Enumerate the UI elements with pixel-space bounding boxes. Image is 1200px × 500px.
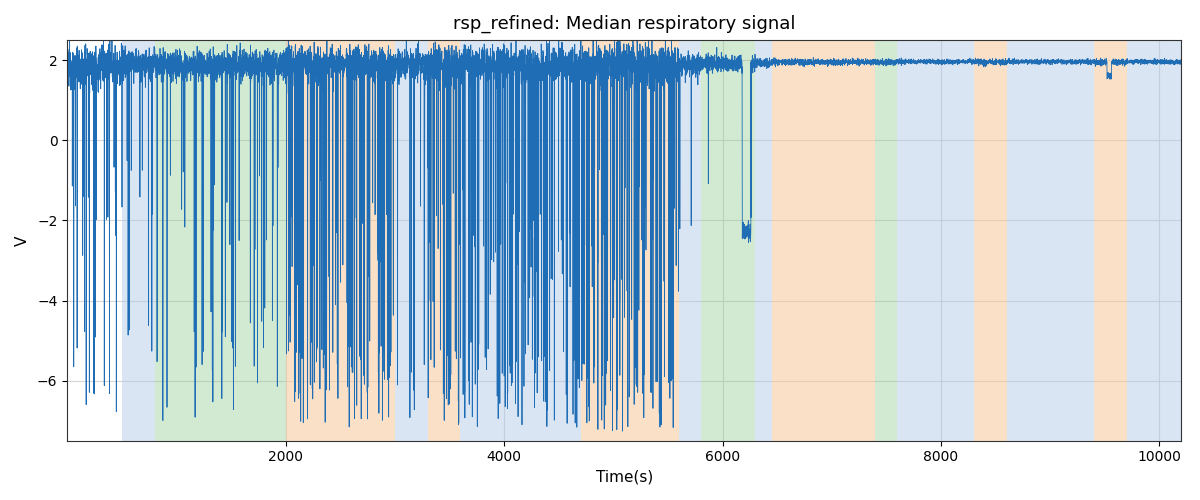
Bar [701,40,755,440]
Bar [1007,40,1094,440]
Bar [679,40,701,440]
Bar [286,40,395,440]
Bar [898,40,973,440]
Bar [581,40,679,440]
Bar [121,40,155,440]
X-axis label: Time(s): Time(s) [595,470,653,485]
Bar [1127,40,1181,440]
Bar [876,40,898,440]
Bar [155,40,286,440]
Bar [395,40,427,440]
Bar [755,40,772,440]
Bar [427,40,461,440]
Bar [1094,40,1127,440]
Bar [772,40,876,440]
Bar [973,40,1007,440]
Y-axis label: V: V [16,235,30,246]
Bar [461,40,581,440]
Title: rsp_refined: Median respiratory signal: rsp_refined: Median respiratory signal [452,15,796,34]
